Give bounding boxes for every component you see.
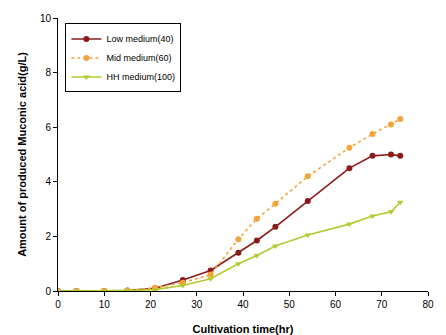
svg-text:10: 10 <box>99 299 111 310</box>
svg-text:0: 0 <box>55 299 61 310</box>
svg-text:8: 8 <box>45 67 51 78</box>
svg-text:4: 4 <box>45 176 51 187</box>
svg-text:70: 70 <box>376 299 388 310</box>
svg-text:10: 10 <box>40 13 52 24</box>
svg-text:Low medium(40): Low medium(40) <box>106 34 173 44</box>
svg-text:60: 60 <box>330 299 342 310</box>
svg-text:Cultivation time(hr): Cultivation time(hr) <box>193 323 294 335</box>
svg-text:2: 2 <box>45 231 51 242</box>
svg-text:50: 50 <box>284 299 296 310</box>
svg-text:HH medium(100): HH medium(100) <box>106 72 175 82</box>
svg-text:Mid medium(60): Mid medium(60) <box>106 53 171 63</box>
svg-text:0: 0 <box>45 286 51 297</box>
svg-text:6: 6 <box>45 122 51 133</box>
svg-text:20: 20 <box>145 299 157 310</box>
svg-text:40: 40 <box>237 299 249 310</box>
svg-text:30: 30 <box>191 299 203 310</box>
svg-text:80: 80 <box>422 299 434 310</box>
svg-text:Amount of produced Muconic aci: Amount of produced Muconic acid(g/L) <box>16 52 28 257</box>
